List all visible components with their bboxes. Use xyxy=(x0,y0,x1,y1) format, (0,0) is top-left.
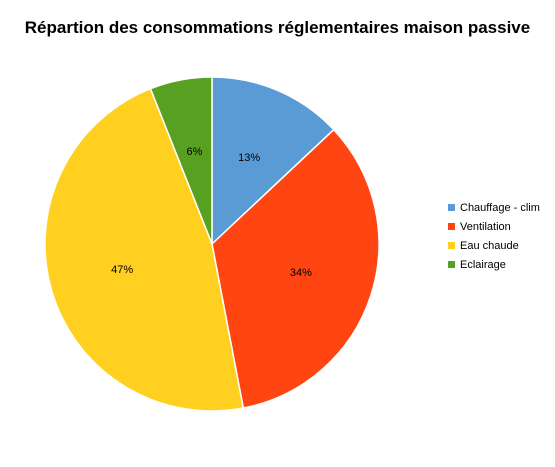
legend-item: Chauffage - clim xyxy=(448,198,552,217)
legend-label: Chauffage - clim xyxy=(460,201,540,214)
pie-slice-ventilation xyxy=(211,128,380,409)
pie-slice-chauffage-clim xyxy=(211,76,335,245)
pie-slice-label: 47% xyxy=(111,264,133,276)
legend-label: Eau chaude xyxy=(460,239,519,252)
pie-slice-label: 13% xyxy=(238,152,260,164)
pie-slice-eau-chaude xyxy=(44,87,245,412)
pie-slice-eclairage xyxy=(149,76,213,245)
legend-item: Ventilation xyxy=(448,217,552,236)
pie-slice-label: 6% xyxy=(187,146,203,158)
pie-slice-labels: 13% 34% 47% 6% xyxy=(111,146,312,279)
legend-item: Eau chaude xyxy=(448,236,552,255)
chart-legend: Chauffage - clim Ventilation Eau chaude Ecl… xyxy=(448,198,552,274)
legend-item: Eclairage xyxy=(448,255,552,274)
chart-title: Répartion des consommations réglementair… xyxy=(24,18,531,37)
legend-label: Eclairage xyxy=(460,258,506,271)
legend-swatch xyxy=(448,242,455,249)
legend-swatch xyxy=(448,261,455,268)
legend-swatch xyxy=(448,223,455,230)
pie-slice-label: 34% xyxy=(290,267,312,279)
legend-swatch xyxy=(448,204,455,211)
pie-slices xyxy=(44,76,380,412)
legend-label: Ventilation xyxy=(460,220,511,233)
